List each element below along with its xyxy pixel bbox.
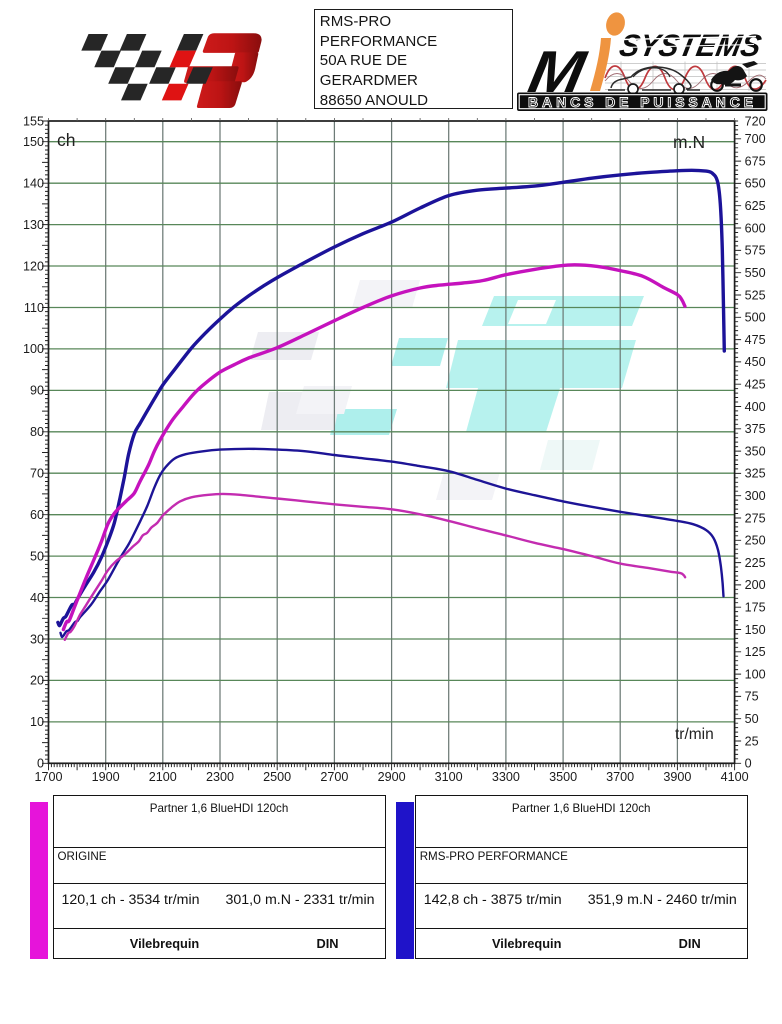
svg-text:650: 650	[745, 177, 766, 191]
svg-text:575: 575	[745, 244, 766, 258]
svg-text:2900: 2900	[378, 770, 406, 784]
svg-text:20: 20	[30, 674, 44, 688]
svg-text:4100: 4100	[721, 770, 749, 784]
svg-text:150: 150	[23, 135, 44, 149]
svg-text:3700: 3700	[606, 770, 634, 784]
svg-text:m.N: m.N	[673, 132, 705, 152]
svg-text:3900: 3900	[663, 770, 691, 784]
svg-text:3300: 3300	[492, 770, 520, 784]
svg-text:50: 50	[30, 549, 44, 563]
svg-text:700: 700	[745, 132, 766, 146]
svg-text:30: 30	[30, 632, 44, 646]
svg-text:250: 250	[745, 534, 766, 548]
svg-text:2300: 2300	[206, 770, 234, 784]
svg-text:225: 225	[745, 556, 766, 570]
svg-text:450: 450	[745, 355, 766, 369]
svg-text:375: 375	[745, 422, 766, 436]
svg-text:120: 120	[23, 259, 44, 273]
svg-text:525: 525	[745, 288, 766, 302]
svg-text:BANCS DE PUISSANCE: BANCS DE PUISSANCE	[528, 94, 757, 110]
svg-text:720: 720	[745, 114, 766, 128]
svg-text:400: 400	[745, 400, 766, 414]
svg-text:500: 500	[745, 311, 766, 325]
svg-text:40: 40	[30, 591, 44, 605]
svg-text:50: 50	[745, 712, 759, 726]
svg-text:200: 200	[745, 578, 766, 592]
svg-text:90: 90	[30, 384, 44, 398]
svg-text:300: 300	[745, 489, 766, 503]
svg-text:600: 600	[745, 221, 766, 235]
svg-text:140: 140	[23, 177, 44, 191]
svg-text:100: 100	[745, 667, 766, 681]
svg-text:625: 625	[745, 199, 766, 213]
svg-text:100: 100	[23, 342, 44, 356]
svg-text:80: 80	[30, 425, 44, 439]
svg-text:1900: 1900	[92, 770, 120, 784]
svg-text:155: 155	[23, 114, 44, 128]
svg-text:325: 325	[745, 467, 766, 481]
svg-text:75: 75	[745, 690, 759, 704]
svg-text:3500: 3500	[549, 770, 577, 784]
svg-text:10: 10	[30, 715, 44, 729]
svg-text:tr/min: tr/min	[675, 726, 714, 743]
svg-text:675: 675	[745, 154, 766, 168]
svg-text:550: 550	[745, 266, 766, 280]
svg-text:2700: 2700	[320, 770, 348, 784]
svg-text:175: 175	[745, 601, 766, 615]
svg-text:350: 350	[745, 444, 766, 458]
svg-text:425: 425	[745, 378, 766, 392]
svg-text:1700: 1700	[34, 770, 62, 784]
svg-text:475: 475	[745, 333, 766, 347]
svg-text:150: 150	[745, 623, 766, 637]
svg-text:0: 0	[745, 757, 752, 771]
svg-text:275: 275	[745, 511, 766, 525]
svg-text:125: 125	[745, 645, 766, 659]
svg-text:2500: 2500	[263, 770, 291, 784]
svg-text:0: 0	[37, 757, 44, 771]
svg-text:25: 25	[745, 734, 759, 748]
svg-text:60: 60	[30, 508, 44, 522]
svg-text:2100: 2100	[149, 770, 177, 784]
svg-text:110: 110	[24, 301, 44, 315]
svg-text:70: 70	[30, 467, 44, 481]
svg-text:ch: ch	[57, 130, 75, 150]
svg-text:3100: 3100	[435, 770, 463, 784]
svg-text:130: 130	[23, 218, 44, 232]
